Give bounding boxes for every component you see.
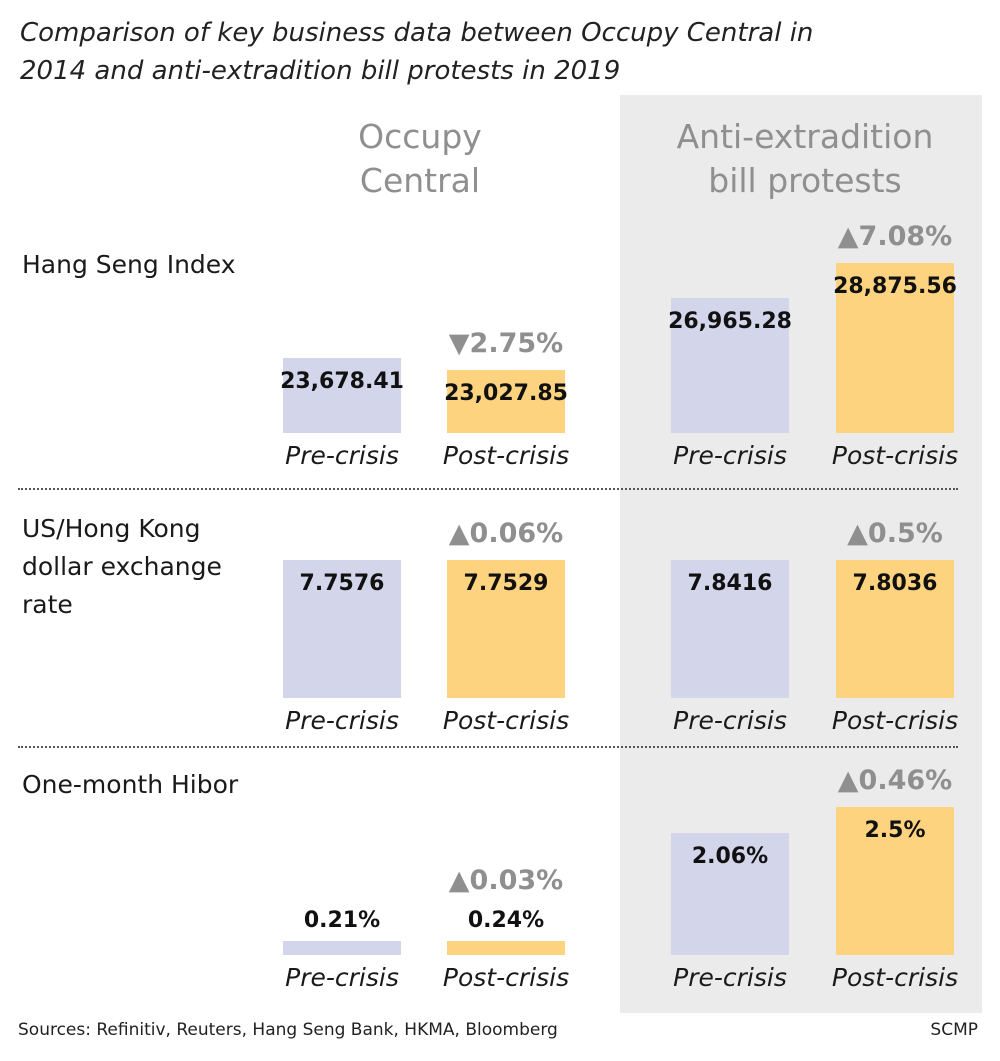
occupy-post-bar bbox=[447, 369, 565, 433]
anti-extradition-post-axis-label: Post-crisis bbox=[831, 706, 959, 735]
anti-extradition-pre-axis-label: Pre-crisis bbox=[673, 963, 787, 992]
occupy-post-axis-label: Post-crisis bbox=[442, 441, 570, 470]
occupy-post-value: 0.24% bbox=[467, 907, 545, 933]
occupy-pre-axis-label: Pre-crisis bbox=[285, 963, 399, 992]
credit-label: SCMP bbox=[930, 1020, 978, 1040]
anti-extradition-post-value: 2.5% bbox=[864, 818, 926, 843]
column-header-occupy-central: Occupy Central bbox=[358, 117, 482, 200]
row-divider bbox=[18, 488, 958, 490]
occupy-pre-bar bbox=[283, 357, 401, 433]
anti-extradition-post-value: 7.8036 bbox=[852, 571, 938, 596]
occupy-pre-bar bbox=[283, 560, 401, 698]
row-label-hang-seng-index: Hang Seng Index bbox=[22, 250, 236, 279]
anti-extradition-post-axis-label: Post-crisis bbox=[831, 963, 959, 992]
chart-title: Comparison of key business data between … bbox=[20, 18, 814, 86]
occupy-pre-axis-label: Pre-crisis bbox=[285, 706, 399, 735]
anti-extradition-change-label: ▲0.5% bbox=[847, 518, 943, 549]
anti-extradition-post-bar bbox=[836, 807, 954, 955]
occupy-post-axis-label: Post-crisis bbox=[442, 963, 570, 992]
anti-extradition-pre-axis-label: Pre-crisis bbox=[673, 706, 787, 735]
occupy-post-value: 7.7529 bbox=[463, 571, 549, 596]
anti-extradition-change-label: ▲0.46% bbox=[837, 765, 953, 796]
anti-extradition-post-value: 28,875.56 bbox=[833, 274, 957, 299]
row-divider bbox=[18, 746, 958, 748]
occupy-post-value: 23,027.85 bbox=[444, 380, 568, 406]
anti-extradition-pre-bar bbox=[671, 833, 789, 955]
source-note: Sources: Refinitiv, Reuters, Hang Seng B… bbox=[18, 1020, 558, 1040]
anti-extradition-pre-value: 7.8416 bbox=[687, 571, 773, 596]
row-label-usd-hkd-exchange-rate: US/Hong Kong dollar exchange rate bbox=[22, 514, 222, 619]
occupy-change-label: ▼2.75% bbox=[448, 327, 564, 359]
occupy-post-bar bbox=[447, 560, 565, 698]
occupy-pre-value: 0.21% bbox=[303, 908, 381, 933]
anti-extradition-post-axis-label: Post-crisis bbox=[831, 441, 959, 470]
anti-extradition-pre-bar bbox=[671, 560, 789, 698]
occupy-pre-value: 23,678.41 bbox=[280, 368, 404, 394]
anti-extradition-post-bar bbox=[836, 263, 954, 433]
anti-extradition-pre-axis-label: Pre-crisis bbox=[673, 441, 787, 470]
anti-extradition-pre-bar bbox=[671, 297, 789, 433]
occupy-post-axis-label: Post-crisis bbox=[442, 706, 570, 735]
anti-extradition-post-bar bbox=[836, 560, 954, 698]
occupy-post-bar bbox=[447, 940, 565, 955]
occupy-change-label: ▲0.03% bbox=[448, 864, 564, 896]
row-label-one-month-hibor: One-month Hibor bbox=[22, 770, 239, 799]
anti-extradition-pre-value: 2.06% bbox=[691, 844, 769, 870]
column-header-anti-extradition: Anti-extradition bill protests bbox=[676, 117, 934, 200]
occupy-pre-value: 7.7576 bbox=[299, 571, 385, 596]
occupy-change-label: ▲0.06% bbox=[448, 518, 564, 549]
occupy-pre-axis-label: Pre-crisis bbox=[285, 441, 399, 470]
anti-extradition-pre-value: 26,965.28 bbox=[668, 308, 792, 334]
anti-extradition-change-label: ▲7.08% bbox=[837, 221, 953, 252]
occupy-pre-bar bbox=[283, 941, 401, 955]
